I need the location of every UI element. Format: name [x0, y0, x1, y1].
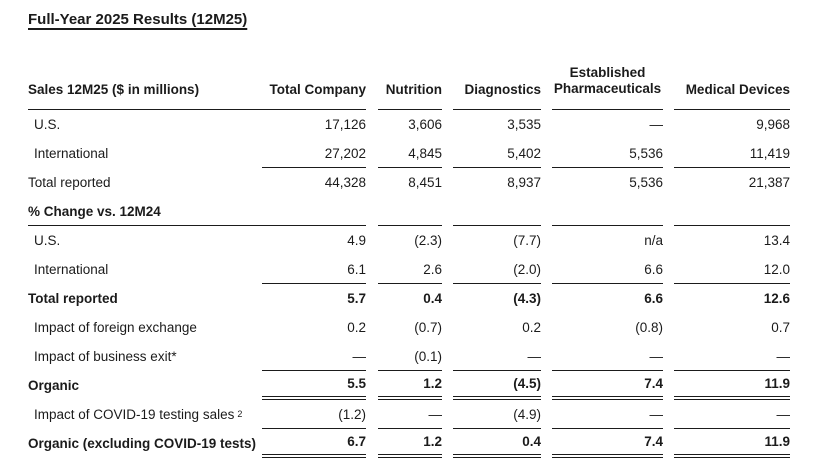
value-cell: 17,126: [324, 117, 366, 132]
section-header-percent-change: % Change vs. 12M24: [28, 197, 790, 226]
column-header-sales-label: Sales 12M25 ($ in millions): [28, 44, 262, 110]
table-row-foreign-exchange: Impact of foreign exchange 0.2 (0.7) 0.2…: [28, 313, 790, 342]
value-cell: 3,606: [408, 117, 442, 132]
value-cell: 13.4: [763, 233, 790, 248]
column-spacer: [442, 44, 453, 110]
value-cell: (0.1): [378, 342, 442, 371]
value-cell: 3,535: [507, 117, 541, 132]
row-label: U.S.: [34, 117, 61, 132]
value-cell: 0.2: [522, 320, 541, 335]
column-header-established-pharmaceuticals: Established Pharmaceuticals: [552, 44, 663, 110]
value-cell: 6.6: [644, 291, 663, 306]
row-label: Organic: [28, 378, 80, 393]
value-cell: —: [674, 400, 790, 429]
table-row-covid-testing-sales: Impact of COVID-19 testing sales 2 (1.2) …: [28, 400, 790, 429]
column-header-nutrition: Nutrition: [378, 44, 442, 110]
value-cell: 2.6: [378, 255, 442, 284]
value-cell: 5,536: [552, 139, 663, 168]
value-cell: (0.7): [414, 320, 442, 335]
value-cell: 21,387: [748, 175, 790, 190]
column-header-total-company: Total Company: [262, 44, 366, 110]
row-label: Organic (excluding COVID-19 tests): [28, 436, 257, 451]
value-cell: 12.6: [763, 291, 790, 306]
value-cell: (7.7): [513, 233, 541, 248]
value-cell: 0.4: [423, 291, 442, 306]
table-row-business-exit: Impact of business exit* — (0.1) — — —: [28, 342, 790, 371]
results-table: Sales 12M25 ($ in millions) Total Compan…: [28, 44, 790, 458]
row-label: Total reported: [28, 175, 111, 190]
value-cell: 9,968: [756, 117, 790, 132]
value-cell: 5.5: [262, 371, 366, 400]
value-cell: 6.7: [262, 429, 366, 458]
value-cell: (4.3): [513, 291, 541, 306]
value-cell: (2.3): [414, 233, 442, 248]
value-cell: —: [378, 400, 442, 429]
value-cell: —: [649, 117, 664, 132]
value-cell: —: [674, 342, 790, 371]
value-cell: 0.7: [771, 320, 790, 335]
value-cell: 11.9: [674, 371, 790, 400]
page-title: Full-Year 2025 Results (12M25): [28, 11, 248, 28]
footnote-marker: 2: [237, 408, 243, 419]
value-cell: 4,845: [378, 139, 442, 168]
column-header-diagnostics: Diagnostics: [453, 44, 541, 110]
table-row-organic-excluding-covid: Organic (excluding COVID-19 tests) 6.7 1…: [28, 429, 790, 458]
value-cell: 0.4: [453, 429, 541, 458]
value-cell: 5,402: [453, 139, 541, 168]
value-cell: 27,202: [262, 139, 366, 168]
value-cell: —: [453, 342, 541, 371]
value-cell: (1.2): [262, 400, 366, 429]
value-cell: 8,451: [408, 175, 442, 190]
value-cell: (4.9): [453, 400, 541, 429]
column-spacer: [663, 44, 674, 110]
value-cell: 11,419: [674, 139, 790, 168]
value-cell: 6.6: [552, 255, 663, 284]
section-title: % Change vs. 12M24: [28, 197, 262, 226]
value-cell: 7.4: [552, 429, 663, 458]
table-row-organic: Organic 5.5 1.2 (4.5) 7.4 11.9: [28, 371, 790, 400]
value-cell: —: [552, 400, 663, 429]
column-spacer: [366, 44, 378, 110]
value-cell: 6.1: [262, 255, 366, 284]
table-row-sales-us: U.S. 17,126 3,606 3,535 — 9,968: [28, 110, 790, 139]
row-label: Impact of foreign exchange: [34, 320, 197, 335]
value-cell: 11.9: [674, 429, 790, 458]
row-label: Total reported: [28, 291, 118, 306]
value-cell: 44,328: [324, 175, 366, 190]
value-cell: n/a: [644, 233, 663, 248]
value-cell: (0.8): [635, 320, 663, 335]
row-label: International: [34, 262, 109, 277]
table-row-sales-international: International 27,202 4,845 5,402 5,536 1…: [28, 139, 790, 168]
column-spacer: [541, 44, 552, 110]
value-cell: 0.2: [347, 320, 366, 335]
value-cell: —: [552, 342, 663, 371]
value-cell: 1.2: [378, 429, 442, 458]
row-label: International: [34, 146, 109, 161]
row-label: Impact of COVID-19 testing sales 2: [34, 407, 243, 422]
value-cell: (4.5): [453, 371, 541, 400]
value-cell: 12.0: [674, 255, 790, 284]
column-header-medical-devices: Medical Devices: [674, 44, 790, 110]
table-row-change-international: International 6.1 2.6 (2.0) 6.6 12.0: [28, 255, 790, 284]
table-header-row: Sales 12M25 ($ in millions) Total Compan…: [28, 44, 790, 110]
value-cell: 5.7: [347, 291, 366, 306]
value-cell: 1.2: [378, 371, 442, 400]
table-row-sales-total-reported: Total reported 44,328 8,451 8,937 5,536 …: [28, 168, 790, 197]
row-label: U.S.: [34, 233, 61, 248]
row-label: Impact of business exit*: [34, 349, 177, 364]
value-cell: 7.4: [552, 371, 663, 400]
value-cell: 8,937: [507, 175, 541, 190]
table-row-change-us: U.S. 4.9 (2.3) (7.7) n/a 13.4: [28, 226, 790, 255]
value-cell: —: [262, 342, 366, 371]
value-cell: (2.0): [453, 255, 541, 284]
value-cell: 4.9: [347, 233, 366, 248]
value-cell: 5,536: [629, 175, 663, 190]
table-row-change-total-reported: Total reported 5.7 0.4 (4.3) 6.6 12.6: [28, 284, 790, 313]
